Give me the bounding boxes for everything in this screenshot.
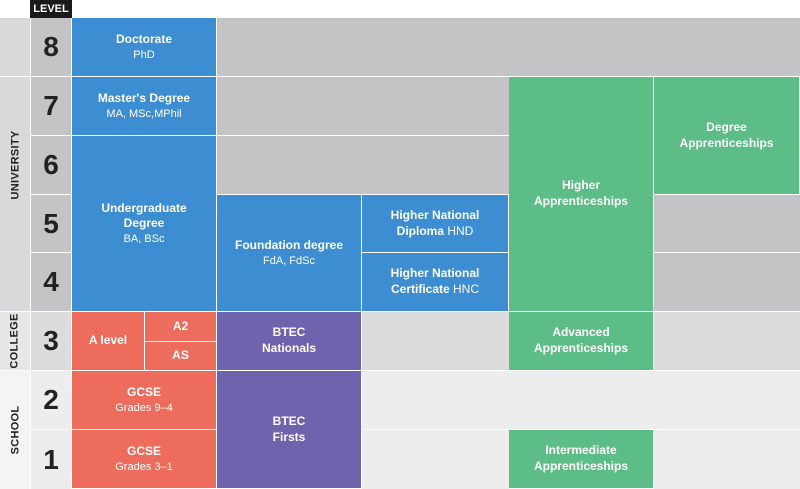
- level-number-4: 4: [43, 266, 59, 297]
- cell-hnc: Higher National Certificate HNC: [362, 253, 509, 312]
- level-number-1: 1: [43, 443, 59, 475]
- column-divider: [71, 18, 72, 489]
- level-number-2: 2: [43, 384, 59, 415]
- college-side-column: [0, 311, 30, 370]
- cell-doctorate: Doctorate PhD: [72, 18, 217, 77]
- cell-a-level: A level: [72, 312, 145, 371]
- section-label-school: SCHOOL: [9, 405, 22, 454]
- level-number-3: 3: [43, 325, 59, 356]
- level-number-8: 8: [43, 31, 59, 62]
- cell-foundation-degree: Foundation degree FdA, FdSc: [217, 195, 362, 312]
- level-number-7: 7: [43, 90, 59, 121]
- cell-intermediate-apprenticeships: Intermediate Apprenticeships: [509, 430, 654, 489]
- cell-hnd: Higher National Diploma HND: [362, 195, 509, 253]
- cell-advanced-apprenticeships: Advanced Apprenticeships: [509, 312, 654, 371]
- cell-degree-apprenticeships: Degree Apprenticeships: [654, 77, 800, 195]
- section-label-college: COLLEGE: [9, 312, 21, 369]
- section-label-university: UNIVERSITY: [9, 129, 22, 200]
- row-divider: [30, 135, 800, 136]
- cell-undergraduate-degree: Undergraduate Degree BA, BSc: [72, 136, 217, 312]
- school-side-column: [0, 370, 30, 489]
- level-number-6: 6: [43, 149, 59, 180]
- header-bar: [0, 0, 800, 18]
- row-divider: [30, 429, 800, 430]
- university-side-column: [0, 18, 30, 311]
- cell-masters-degree: Master's Degree MA, MSc,MPhil: [72, 77, 217, 136]
- cell-btec-firsts: BTEC Firsts: [217, 371, 362, 489]
- cell-higher-apprenticeships: Higher Apprenticeships: [509, 77, 654, 312]
- cell-a2: A2: [145, 312, 217, 342]
- row-divider: [0, 76, 800, 77]
- cell-as: AS: [145, 342, 217, 371]
- row-divider: [0, 370, 800, 371]
- cell-gcse-grades-3-1: GCSE Grades 3–1: [72, 430, 217, 489]
- column-divider: [30, 18, 31, 489]
- row-divider: [30, 194, 800, 195]
- level-number-5: 5: [43, 207, 59, 239]
- cell-gcse-grades-9-4: GCSE Grades 9–4: [72, 371, 217, 430]
- cell-btec-nationals: BTEC Nationals: [217, 312, 362, 371]
- level-header: LEVEL: [30, 0, 72, 18]
